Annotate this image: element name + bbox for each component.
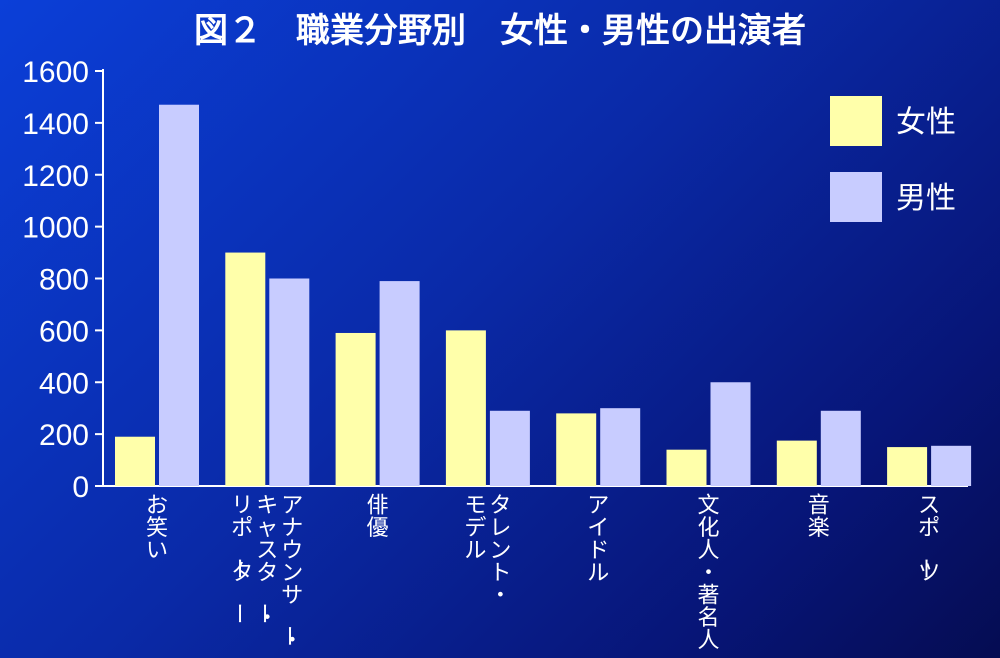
bar-male-6 bbox=[820, 410, 861, 486]
bar-female-6 bbox=[776, 440, 817, 486]
y-tick-label: 400 bbox=[39, 367, 89, 400]
bars bbox=[115, 104, 972, 486]
category-label: スポーツ bbox=[912, 493, 940, 586]
chart-title: 図２ 職業分野別 女性・男性の出演者 bbox=[194, 11, 806, 51]
y-tick-label: 800 bbox=[39, 264, 89, 297]
y-tick-label: 0 bbox=[72, 471, 89, 504]
bar-female-2 bbox=[335, 332, 376, 486]
y-tick-label: 1000 bbox=[22, 212, 89, 245]
bar-female-0 bbox=[115, 436, 155, 486]
category-label: 文化人・著名人 bbox=[697, 493, 719, 653]
category-label: アナウンサー・ bbox=[275, 493, 303, 653]
category-label: キャスター・ bbox=[250, 493, 278, 631]
bar-female-4 bbox=[556, 413, 597, 486]
category-label: アイドル bbox=[587, 493, 609, 586]
legend-label-female: 女性 bbox=[896, 105, 956, 140]
category-label: 音楽 bbox=[808, 493, 830, 541]
y-tick-label: 1600 bbox=[22, 56, 89, 89]
y-tick-label: 600 bbox=[39, 315, 89, 348]
category-labels: お笑い アナウンサー・キャスター・リポーター 俳優 タレント・モデル アイドル 文化人・著… bbox=[146, 493, 940, 653]
category-label: お笑い bbox=[146, 493, 168, 563]
bar-female-7 bbox=[887, 447, 928, 486]
legend-label-male: 男性 bbox=[896, 181, 956, 216]
category-label: タレント・ bbox=[489, 493, 511, 608]
y-tick-label: 1200 bbox=[22, 160, 89, 193]
legend-swatch-male bbox=[830, 172, 882, 222]
category-label: 俳優 bbox=[367, 493, 389, 541]
legend-swatch-female bbox=[830, 96, 882, 146]
bar-female-3 bbox=[445, 330, 486, 486]
bar-female-5 bbox=[666, 449, 707, 486]
bar-male-7 bbox=[931, 445, 972, 486]
bar-male-5 bbox=[710, 382, 751, 486]
bar-male-0 bbox=[159, 104, 199, 486]
bar-male-1 bbox=[269, 278, 310, 486]
category-label: リポーター bbox=[225, 493, 253, 624]
y-tick-label: 1400 bbox=[22, 108, 89, 141]
bar-male-2 bbox=[379, 281, 420, 486]
category-label: モデル bbox=[464, 493, 486, 563]
bar-male-4 bbox=[600, 408, 641, 486]
bar-female-1 bbox=[225, 252, 266, 486]
y-axis: 0 200 400 600 800 1000 1200 1400 1600 bbox=[22, 56, 104, 504]
y-tick-label: 200 bbox=[39, 419, 89, 452]
bar-male-3 bbox=[489, 410, 530, 486]
